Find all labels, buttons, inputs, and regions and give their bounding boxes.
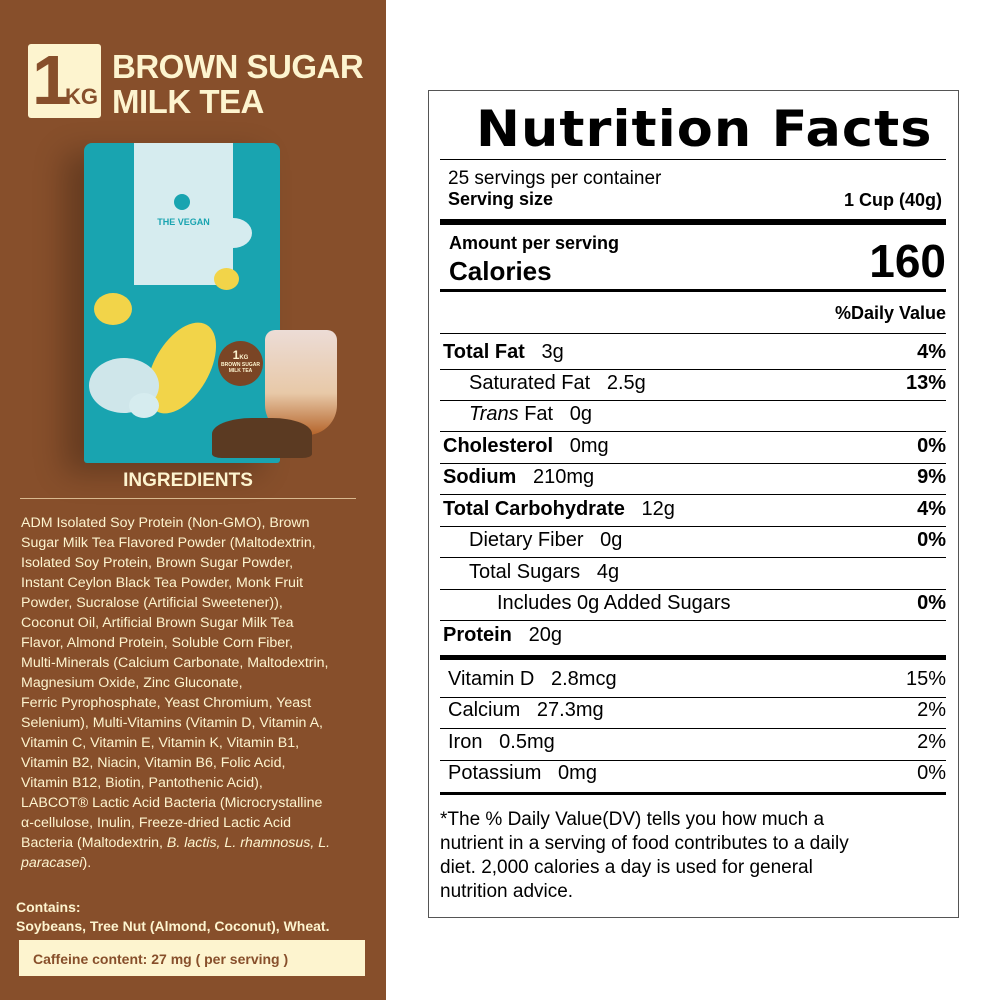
label-title: Nutrition Facts — [476, 100, 933, 158]
nutrition-label — [428, 90, 959, 918]
vitamin-row: Potassium 0mg — [448, 762, 597, 784]
servings-per-container: 25 servings per container — [448, 168, 662, 189]
calories-label: Calories — [449, 256, 552, 286]
daily-value-header: %Daily Value — [834, 303, 946, 323]
nutrient-dv: 0% — [917, 435, 946, 457]
vitamin-row: Vitamin D 2.8mcg — [448, 668, 617, 690]
nutrient-row: Trans Fat 0g — [469, 403, 593, 425]
nutrient-amount: 3g — [541, 341, 564, 363]
amount-per-serving: Amount per serving — [449, 233, 620, 253]
product-panel: 1 KG BROWN SUGAR MILK TEA THE VEGAN 1KG … — [0, 0, 386, 1000]
product-title-line-1: BROWN SUGAR — [112, 48, 364, 85]
product-title-line-2: MILK TEA — [112, 83, 264, 120]
badge-unit: KG — [65, 84, 98, 109]
nutrient-dv: 13% — [905, 372, 946, 394]
serving-size-label: Serving size — [448, 189, 554, 209]
nutrient-amount: 4g — [596, 561, 620, 583]
vitamin-row: Iron 0.5mg — [448, 731, 555, 753]
vitamin-dv: 15% — [905, 668, 946, 690]
nutrient-amount: 0g — [600, 529, 623, 551]
allergens: Soybeans, Tree Nut (Almond, Coconut), Wh… — [16, 918, 330, 934]
vitamin-dv: 2% — [917, 731, 946, 753]
nutrient-amount: 12g — [641, 498, 675, 520]
nutrient-amount: 20g — [528, 624, 562, 646]
contains-heading: Contains: — [16, 899, 81, 915]
nutrient-row: Total Fat 3g — [443, 341, 564, 363]
badge-number: 1 — [32, 41, 71, 119]
nutrient-row: Dietary Fiber 0g — [469, 529, 623, 551]
nutrient-row: Saturated Fat 2.5g — [469, 372, 646, 394]
calories-value: 160 — [869, 235, 946, 287]
ingredients-heading: INGREDIENTS — [20, 470, 356, 499]
nutrient-row: Cholesterol 0mg — [443, 435, 609, 457]
brown-sugar-image — [212, 418, 312, 458]
weight-badge: 1 KG — [28, 41, 101, 119]
nutrient-row: Total Sugars 4g — [469, 561, 620, 583]
nutrient-dv: 4% — [917, 498, 946, 520]
caffeine-box: Caffeine content: 27 mg ( per serving ) — [19, 940, 365, 976]
nutrient-amount: 0g — [569, 403, 593, 425]
vitamin-dv: 0% — [917, 762, 946, 784]
nutrient-amount: 2.5g — [606, 372, 646, 394]
ingredients-text: ADM Isolated Soy Protein (Non-GMO), Brow… — [21, 515, 331, 871]
nutrient-dv: 0% — [917, 592, 946, 614]
milk-tea-glass-image — [265, 330, 337, 435]
serving-size: 1 Cup (40g) — [843, 190, 942, 210]
nutrient-dv: 4% — [917, 341, 946, 363]
nutrient-dv: 9% — [917, 466, 946, 488]
nutrient-row: Includes 0g Added Sugars — [497, 592, 731, 614]
nutrient-amount: 210mg — [533, 466, 595, 488]
nutrient-row: Protein 20g — [443, 624, 562, 646]
nutrient-amount: 0mg — [569, 435, 609, 457]
pouch-brand: THE VEGAN — [157, 217, 210, 227]
footnote: *The % Daily Value(DV) tells you how muc… — [440, 809, 849, 902]
product-pouch-image: THE VEGAN — [84, 143, 280, 463]
vitamin-dv: 2% — [917, 699, 946, 721]
nutrient-row: Total Carbohydrate 12g — [443, 498, 675, 520]
nutrient-dv: 0% — [917, 529, 946, 551]
brand-logo-icon — [174, 194, 190, 210]
nutrient-row: Sodium 210mg — [443, 466, 595, 488]
vitamin-row: Calcium 27.3mg — [448, 699, 604, 721]
pouch-sticker: 1KG BROWN SUGAR MILK TEA — [218, 341, 263, 386]
